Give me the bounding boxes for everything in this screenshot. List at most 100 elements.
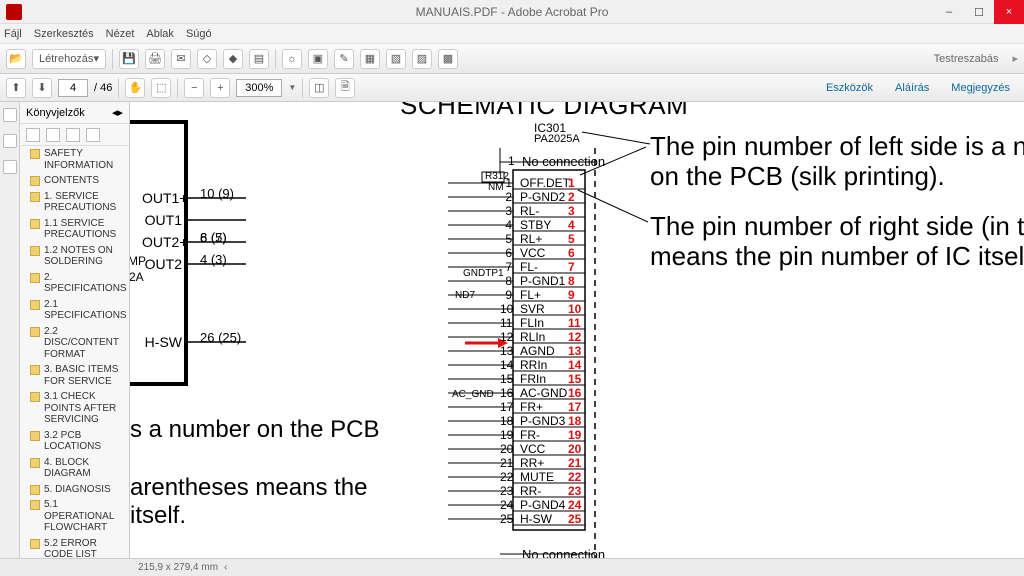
bookmark-item[interactable]: 5.1 OPERATIONAL FLOWCHART xyxy=(20,497,129,536)
sign-panel-link[interactable]: Aláírás xyxy=(887,82,937,94)
bookmark-icon xyxy=(30,392,40,402)
bookmark-label: 1. SERVICE PRECAUTIONS xyxy=(44,191,125,214)
bm-tool-a[interactable] xyxy=(26,128,40,142)
bookmark-item[interactable]: 1.1 SERVICE PRECAUTIONS xyxy=(20,216,129,243)
menu-help[interactable]: Súgó xyxy=(186,28,212,40)
bookmark-icon xyxy=(30,176,40,186)
bookmark-item[interactable]: 5.2 ERROR CODE LIST xyxy=(20,536,129,559)
tool-l[interactable]: 🗎 xyxy=(335,78,355,98)
bookmark-item[interactable]: 5. DIAGNOSIS xyxy=(20,482,129,498)
menu-edit[interactable]: Szerkesztés xyxy=(34,28,94,40)
tool-j[interactable]: ▩ xyxy=(438,49,458,69)
pin-left-num: 24 xyxy=(500,498,512,512)
bookmark-item[interactable]: CONTENTS xyxy=(20,173,129,189)
tool-d[interactable]: ☼ xyxy=(282,49,302,69)
page-up-button[interactable]: ⬆ xyxy=(6,78,26,98)
bookmark-item[interactable]: 1. SERVICE PRECAUTIONS xyxy=(20,189,129,216)
bookmarks-title: Könyvjelzők xyxy=(26,107,85,119)
minimize-button[interactable]: – xyxy=(934,0,964,24)
tool-h[interactable]: ▧ xyxy=(386,49,406,69)
pin-right-num: 8 xyxy=(568,274,575,288)
left-rail xyxy=(0,102,20,558)
page-down-button[interactable]: ⬇ xyxy=(32,78,52,98)
close-button[interactable]: × xyxy=(994,0,1024,24)
pin-left-num: 5 xyxy=(500,232,512,246)
menu-window[interactable]: Ablak xyxy=(146,28,174,40)
bookmark-label: 3.1 CHECK POINTS AFTER SERVICING xyxy=(44,391,125,426)
pin-label: P-GND2 xyxy=(520,190,565,204)
separator xyxy=(177,78,178,98)
bookmark-label: 2.2 DISC/CONTENT FORMAT xyxy=(44,326,125,361)
comment-panel-link[interactable]: Megjegyzés xyxy=(943,82,1018,94)
tool-c[interactable]: ▤ xyxy=(249,49,269,69)
page-number-input[interactable] xyxy=(58,79,88,97)
customize-link[interactable]: Testreszabás xyxy=(926,53,1007,65)
pin-left-num: 23 xyxy=(500,484,512,498)
bookmark-item[interactable]: 4. BLOCK DIAGRAM xyxy=(20,455,129,482)
bookmark-item[interactable]: 3.1 CHECK POINTS AFTER SERVICING xyxy=(20,389,129,428)
tool-f[interactable]: ✎ xyxy=(334,49,354,69)
bookmark-icon xyxy=(30,365,40,375)
bookmark-item[interactable]: 2. SPECIFICATIONS xyxy=(20,270,129,297)
pin-label: P-GND3 xyxy=(520,414,565,428)
collapse-arrow-icon[interactable]: ▸ xyxy=(1012,52,1018,65)
bookmark-icon xyxy=(30,500,40,510)
pin-right-num: 9 xyxy=(568,288,575,302)
bookmark-icon xyxy=(30,149,40,159)
bookmark-item[interactable]: SAFETY INFORMATION xyxy=(20,146,129,173)
select-tool[interactable]: ⬚ xyxy=(151,78,171,98)
bm-tool-b[interactable] xyxy=(46,128,60,142)
bookmark-icon xyxy=(30,273,40,283)
pin-left-num: 13 xyxy=(500,344,512,358)
zoom-input[interactable] xyxy=(236,79,282,97)
main-area: Könyvjelzők ◂▸ SAFETY INFORMATIONCONTENT… xyxy=(0,102,1024,558)
rail-thumbnails-icon[interactable] xyxy=(3,108,17,122)
tool-i[interactable]: ▨ xyxy=(412,49,432,69)
pin-right-num: 3 xyxy=(568,204,575,218)
bookmark-item[interactable]: 3.2 PCB LOCATIONS xyxy=(20,428,129,455)
maximize-button[interactable]: ☐ xyxy=(964,0,994,24)
document-viewport[interactable]: SCHEMATIC DIAGRAM The pin number of left… xyxy=(130,102,1024,558)
pin-label: P-GND1 xyxy=(520,274,565,288)
tools-panel-link[interactable]: Eszközök xyxy=(818,82,881,94)
zoom-out-button[interactable]: − xyxy=(184,78,204,98)
pin-label: FR+ xyxy=(520,400,543,414)
tool-g[interactable]: ▦ xyxy=(360,49,380,69)
pin-left-num: 21 xyxy=(500,456,512,470)
bookmark-item[interactable]: 2.2 DISC/CONTENT FORMAT xyxy=(20,324,129,363)
hand-tool[interactable]: ✋ xyxy=(125,78,145,98)
tool-a[interactable]: ◇ xyxy=(197,49,217,69)
tool-b[interactable]: ◆ xyxy=(223,49,243,69)
rail-attachments-icon[interactable] xyxy=(3,160,17,174)
zoom-in-button[interactable]: + xyxy=(210,78,230,98)
pin-left-num: 9 xyxy=(500,288,512,302)
bookmark-icon xyxy=(30,246,40,256)
bm-tool-d[interactable] xyxy=(86,128,100,142)
bookmark-item[interactable]: 1.2 NOTES ON SOLDERING xyxy=(20,243,129,270)
save-button[interactable]: 💾 xyxy=(119,49,139,69)
bookmark-icon xyxy=(30,192,40,202)
open-button[interactable]: 📂 xyxy=(6,49,26,69)
tool-e[interactable]: ▣ xyxy=(308,49,328,69)
statusbar: 215,9 x 279,4 mm ‹ xyxy=(0,558,1024,576)
pin-label: OFF.DET xyxy=(520,176,570,190)
menu-file[interactable]: Fájl xyxy=(4,28,22,40)
tool-k[interactable]: ◫ xyxy=(309,78,329,98)
create-button[interactable]: Létrehozás ▾ xyxy=(32,49,106,69)
pin-left-num: 18 xyxy=(500,414,512,428)
pin-left-num: 20 xyxy=(500,442,512,456)
bookmarks-collapse-icon[interactable]: ◂▸ xyxy=(112,106,123,119)
bookmark-item[interactable]: 2.1 SPECIFICATIONS xyxy=(20,297,129,324)
mail-button[interactable]: ✉ xyxy=(171,49,191,69)
pin-label: FRIn xyxy=(520,372,546,386)
print-button[interactable]: 🖨 xyxy=(145,49,165,69)
bookmark-label: 1.2 NOTES ON SOLDERING xyxy=(44,245,125,268)
bookmark-item[interactable]: 3. BASIC ITEMS FOR SERVICE xyxy=(20,362,129,389)
chevron-left-icon[interactable]: ‹ xyxy=(224,562,227,573)
pin-left-num: 17 xyxy=(500,400,512,414)
pin-label: FLIn xyxy=(520,316,544,330)
bm-tool-c[interactable] xyxy=(66,128,80,142)
menu-view[interactable]: Nézet xyxy=(106,28,135,40)
bookmark-label: 5.1 OPERATIONAL FLOWCHART xyxy=(44,499,125,534)
rail-bookmarks-icon[interactable] xyxy=(3,134,17,148)
